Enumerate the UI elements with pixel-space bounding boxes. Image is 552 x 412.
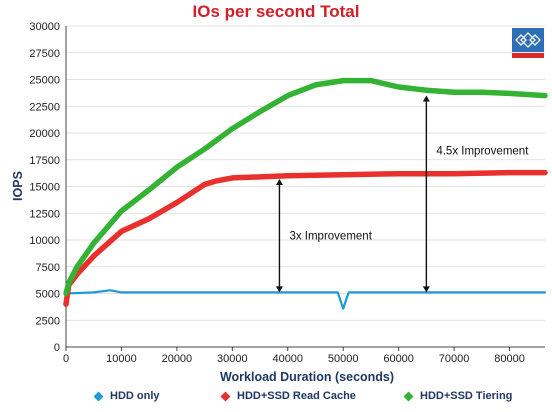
logo [512,28,544,58]
y-tick-label: 22500 [29,101,60,113]
legend-swatch-read-cache [220,391,231,401]
y-tick-label: 2500 [36,315,60,327]
y-tick-label: 12500 [29,208,60,220]
annotation-3x-label: 3x Improvement [289,231,372,243]
y-tick-label: 15000 [29,182,60,194]
legend-label-tiering: HDD+SSD Tiering [420,390,513,402]
series-layer [63,77,548,310]
legend: HDD only HDD+SSD Read Cache HDD+SSD Tier… [0,390,552,408]
x-tick-label: 0 [63,353,69,365]
x-tick-label: 40000 [272,353,303,365]
x-tick-label: 10000 [106,353,137,365]
legend-swatch-tiering [403,391,414,401]
y-tick-label: 27500 [29,48,60,60]
y-tick-label: 25000 [29,75,60,87]
annotation-layer: 3x Improvement 4.5x Improvement [275,95,529,293]
y-tick-label: 0 [54,342,60,354]
y-tick-label: 20000 [29,128,60,140]
x-tick-label: 50000 [328,353,359,365]
legend-swatch-hdd-only [93,391,104,401]
y-axis-title: IOPS [11,171,25,201]
chart-title: IOs per second Total [192,2,360,21]
x-tick-label: 60000 [383,353,414,365]
diamond-logo-icon [512,28,544,58]
x-tick-label: 70000 [439,353,470,365]
annotation-3x-arrowhead-bottom [275,286,283,293]
annotation-4-5x-arrowhead-top [422,95,430,102]
annotation-4-5x-arrowhead-bottom [422,286,430,293]
legend-label-read-cache: HDD+SSD Read Cache [237,390,356,402]
chart-svg: 0 2500 5000 7500 10000 12500 15000 17500 20000 22… [11,21,548,384]
series-tiering-line [63,77,548,297]
grid-layer [66,25,545,348]
legend-label-hdd-only: HDD only [110,390,160,402]
series-hdd-only-line [64,289,547,310]
legend-item-hdd-only: HDD only [93,390,160,402]
x-tick-label: 20000 [162,353,193,365]
y-tick-label: 17500 [29,155,60,167]
legend-item-read-cache: HDD+SSD Read Cache [220,390,356,402]
x-tick-label: 30000 [217,353,248,365]
x-axis-title: Workload Duration (seconds) [220,370,394,384]
x-tick-label: 80000 [494,353,525,365]
y-tick-label: 10000 [29,235,60,247]
y-tick-label: 30000 [29,21,60,33]
y-tick-label: 7500 [36,262,60,274]
annotation-4-5x-label: 4.5x Improvement [436,146,529,158]
annotation-3x-arrowhead-top [275,179,283,186]
axis-layer: 0 2500 5000 7500 10000 12500 15000 17500 20000 22… [29,21,545,365]
legend-item-tiering: HDD+SSD Tiering [403,390,513,402]
y-tick-label: 5000 [36,289,60,301]
